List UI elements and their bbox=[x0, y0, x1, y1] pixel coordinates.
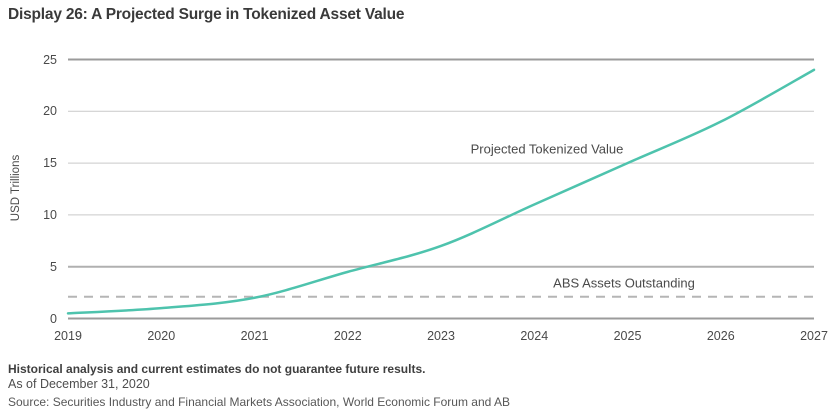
x-tick-2024: 2024 bbox=[520, 329, 549, 343]
series-label-projected-tokenized-value: Projected Tokenized Value bbox=[470, 141, 624, 157]
x-tick-2027: 2027 bbox=[800, 329, 828, 343]
x-tick-2025: 2025 bbox=[613, 329, 642, 343]
y-tick-15: 15 bbox=[43, 156, 57, 171]
y-tick-25: 25 bbox=[43, 52, 57, 67]
x-tick-2019: 2019 bbox=[54, 329, 82, 343]
x-tick-2022: 2022 bbox=[333, 329, 362, 343]
x-tick-2026: 2026 bbox=[706, 329, 735, 343]
footer-disclaimer: Historical analysis and current estimate… bbox=[8, 362, 426, 376]
series-line-projected-tokenized-value bbox=[66, 68, 816, 315]
x-tick-2020: 2020 bbox=[147, 329, 176, 343]
reference-label-abs-assets-outstanding: ABS Assets Outstanding bbox=[553, 275, 695, 291]
y-tick-5: 5 bbox=[50, 259, 57, 274]
x-tick-2021: 2021 bbox=[240, 329, 269, 343]
footer-as-of-date: As of December 31, 2020 bbox=[8, 377, 150, 391]
chart-title: Display 26: A Projected Surge in Tokeniz… bbox=[8, 6, 405, 23]
footer-source: Source: Securities Industry and Financia… bbox=[8, 395, 511, 409]
y-axis-title: USD Trillions bbox=[10, 154, 22, 222]
y-tick-0: 0 bbox=[50, 311, 57, 326]
x-tick-2023: 2023 bbox=[427, 329, 455, 343]
y-tick-20: 20 bbox=[43, 104, 57, 119]
y-tick-10: 10 bbox=[43, 207, 57, 222]
